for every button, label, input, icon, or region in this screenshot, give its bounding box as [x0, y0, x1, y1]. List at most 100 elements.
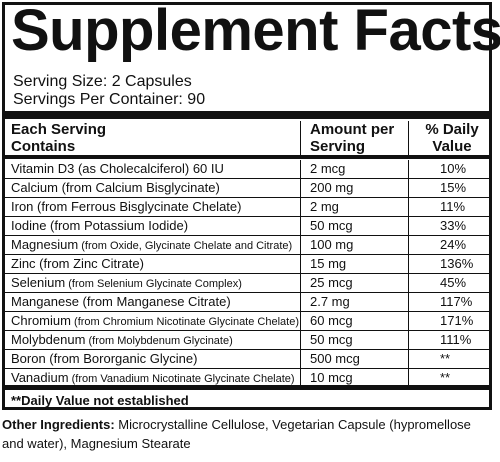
- nutrient-amount: 60 mcg: [310, 313, 353, 328]
- column-separator: [408, 350, 409, 368]
- column-separator: [300, 217, 301, 235]
- nutrient-daily-value: 24%: [440, 237, 467, 252]
- nutrient-name: Molybdenum (from Molybdenum Glycinate): [11, 331, 233, 350]
- column-separator: [408, 179, 409, 197]
- nutrient-name: Manganese (from Manganese Citrate): [11, 293, 231, 311]
- nutrient-amount: 2 mg: [310, 199, 339, 214]
- nutrient-name-main: Vitamin D3 (as Cholecalciferol) 60 IU: [11, 161, 224, 176]
- nutrient-amount: 15 mg: [310, 256, 347, 271]
- nutrient-source: (from Vanadium Nicotinate Glycinate Chel…: [68, 373, 295, 385]
- header-amount-line2: Serving: [310, 138, 366, 155]
- nutrient-name: Boron (from Bororganic Glycine): [11, 350, 197, 368]
- nutrient-daily-value: 10%: [440, 161, 467, 176]
- nutrient-amount: 200 mg: [310, 180, 354, 195]
- nutrient-source: (from Oxide, Glycinate Chelate and Citra…: [78, 240, 293, 252]
- table-row: Selenium (from Selenium Glycinate Comple…: [5, 274, 489, 293]
- column-separator: [300, 293, 301, 311]
- nutrient-name-main: Manganese (from Manganese Citrate): [11, 294, 231, 309]
- nutrient-daily-value: 33%: [440, 218, 467, 233]
- column-separator: [300, 255, 301, 273]
- nutrient-daily-value: **: [440, 351, 451, 366]
- nutrient-name-main: Magnesium: [11, 237, 79, 252]
- column-separator: [300, 331, 301, 349]
- nutrient-amount: 2.7 mg: [310, 294, 350, 309]
- nutrient-amount: 10 mcg: [310, 370, 353, 385]
- header-each-serving: Each Serving Contains: [11, 121, 106, 155]
- nutrient-amount: 100 mg: [310, 237, 354, 252]
- panel-title: Supplement Facts: [11, 0, 500, 63]
- nutrient-daily-value: 117%: [440, 294, 473, 309]
- header-amount-line1: Amount per: [310, 121, 395, 138]
- column-separator: [300, 198, 301, 216]
- other-ingredients: Other Ingredients: Microcrystalline Cell…: [2, 415, 482, 453]
- column-separator: [300, 160, 301, 178]
- other-ingredients-text: Microcrystalline Cellulose, Vegetarian C…: [2, 417, 471, 451]
- column-separator: [408, 312, 409, 330]
- table-row: Molybdenum (from Molybdenum Glycinate) 50…: [5, 331, 489, 350]
- nutrient-amount: 50 mcg: [310, 332, 353, 347]
- nutrient-source: (from Molybdenum Glycinate): [85, 335, 233, 347]
- nutrient-name-main: Molybdenum: [11, 332, 86, 347]
- column-separator: [300, 274, 301, 292]
- nutrient-name: Zinc (from Zinc Citrate): [11, 255, 144, 273]
- table-row: Boron (from Bororganic Glycine) 500 mcg **: [5, 350, 489, 369]
- table-row: Vitamin D3 (as Cholecalciferol) 60 IU 2 m…: [5, 160, 489, 179]
- column-separator: [300, 350, 301, 368]
- column-separator: [408, 198, 409, 216]
- nutrient-name-main: Iodine (from Potassium Iodide): [11, 218, 189, 233]
- column-separator: [408, 217, 409, 235]
- thick-divider-bottom: [5, 385, 489, 390]
- table-row: Calcium (from Calcium Bisglycinate) 200 m…: [5, 179, 489, 198]
- nutrient-daily-value: 171%: [440, 313, 474, 328]
- nutrient-name: Magnesium (from Oxide, Glycinate Chelate…: [11, 236, 292, 255]
- nutrient-name-main: Selenium: [11, 275, 66, 290]
- column-separator: [408, 293, 409, 311]
- header-daily-value: % Daily Value: [417, 121, 487, 155]
- nutrient-name-main: Zinc (from Zinc Citrate): [11, 256, 144, 271]
- nutrient-name-main: Boron (from Bororganic Glycine): [11, 351, 198, 366]
- table-row: Iron (from Ferrous Bisglycinate Chelate)…: [5, 198, 489, 217]
- header-divider: [5, 155, 489, 159]
- servings-per-container: Servings Per Container: 90: [13, 91, 206, 108]
- header-each-serving-line1: Each Serving: [11, 121, 107, 138]
- nutrient-daily-value: 15%: [440, 180, 467, 195]
- thick-divider-top: [5, 111, 489, 119]
- nutrient-amount: 25 mcg: [310, 275, 353, 290]
- nutrient-name-main: Iron (from Ferrous Bisglycinate Chelate): [11, 199, 242, 214]
- column-separator: [408, 236, 409, 254]
- header-each-serving-line2: Contains: [11, 138, 76, 155]
- table-row: Manganese (from Manganese Citrate) 2.7 mg…: [5, 293, 489, 312]
- nutrient-source: (from Selenium Glycinate Complex): [65, 278, 242, 290]
- table-row: Zinc (from Zinc Citrate) 15 mg 136%: [5, 255, 489, 274]
- column-separator: [408, 369, 409, 387]
- column-separator: [408, 255, 409, 273]
- nutrient-source: (from Chromium Nicotinate Glycinate Chel…: [70, 316, 299, 328]
- header-separator-2: [408, 121, 409, 155]
- table-row: Iodine (from Potassium Iodide) 50 mcg 33%: [5, 217, 489, 236]
- nutrient-daily-value: 45%: [440, 275, 467, 290]
- nutrient-name: Vitamin D3 (as Cholecalciferol) 60 IU: [11, 160, 224, 178]
- nutrient-daily-value: 136%: [440, 256, 474, 271]
- nutrient-daily-value: **: [440, 370, 451, 385]
- column-separator: [408, 160, 409, 178]
- column-separator: [300, 312, 301, 330]
- nutrient-name: Vanadium (from Vanadium Nicotinate Glyci…: [11, 369, 295, 388]
- nutrient-name: Selenium (from Selenium Glycinate Comple…: [11, 274, 242, 293]
- header-daily-value-line1: % Daily: [425, 121, 479, 138]
- column-separator: [408, 331, 409, 349]
- serving-size: Serving Size: 2 Capsules: [13, 73, 192, 90]
- footnote: **Daily Value not established: [11, 393, 189, 408]
- nutrient-amount: 2 mcg: [310, 161, 346, 176]
- nutrient-name: Calcium (from Calcium Bisglycinate): [11, 179, 220, 197]
- column-separator: [300, 179, 301, 197]
- nutrient-amount: 500 mcg: [310, 351, 360, 366]
- other-ingredients-label: Other Ingredients:: [2, 417, 115, 432]
- column-separator: [300, 369, 301, 387]
- nutrient-daily-value: 111%: [440, 332, 472, 347]
- nutrient-daily-value: 11%: [440, 199, 466, 214]
- nutrient-name-main: Vanadium: [11, 370, 69, 385]
- nutrient-amount: 50 mcg: [310, 218, 353, 233]
- nutrient-name: Iodine (from Potassium Iodide): [11, 217, 188, 235]
- table-row: Magnesium (from Oxide, Glycinate Chelate…: [5, 236, 489, 255]
- nutrient-name-main: Chromium: [11, 313, 71, 328]
